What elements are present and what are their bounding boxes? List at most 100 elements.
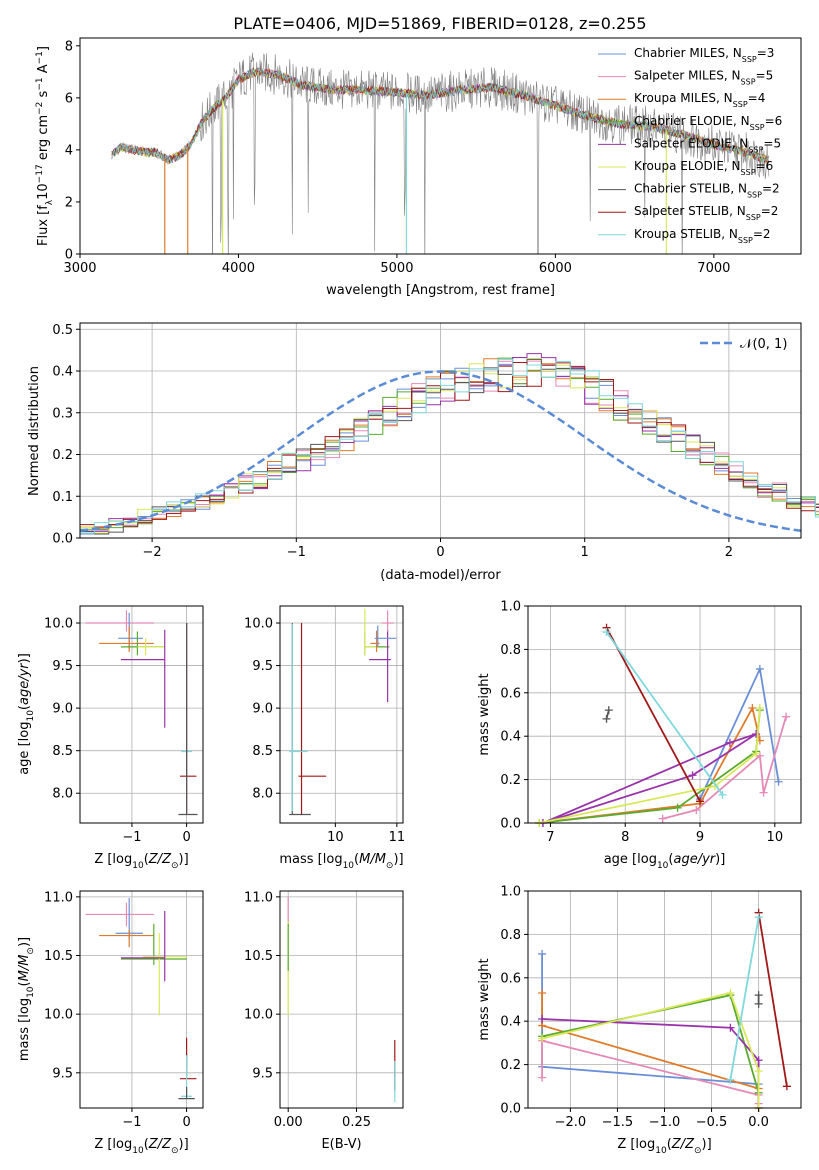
y-tick-label: 9.0: [252, 702, 273, 717]
weight-marker: [538, 949, 547, 958]
y-tick-label: 6: [65, 91, 73, 106]
weight-marker: [602, 628, 611, 637]
axes-frame: [279, 605, 404, 824]
weight-series-chabrier_stelib: [602, 706, 613, 723]
weight-marker: [774, 777, 783, 786]
x-tick-label: −1.5: [602, 1115, 634, 1130]
errorbar-point-salpeter_elodie: [369, 629, 391, 703]
legend-label-chabrier_stelib: Chabrier STELIB, NSSP=2: [634, 182, 780, 200]
figure-title: PLATE=0406, MJD=51869, FIBERID=0128, z=0…: [233, 14, 646, 33]
y-tick-label: 10.0: [44, 1008, 73, 1023]
y-tick-label: 9.5: [252, 659, 273, 674]
weight-marker: [752, 749, 761, 758]
legend-label-salpeter_stelib: Salpeter STELIB, NSSP=2: [634, 204, 778, 222]
weight-marker: [602, 714, 611, 723]
x-tick-label: 3000: [63, 261, 96, 276]
weight-marker: [538, 988, 547, 997]
y-tick-label: 0.5: [52, 323, 73, 338]
x-tick-label: 8: [621, 830, 629, 845]
y-tick-label: 0.4: [52, 365, 73, 380]
x-tick-label: −2: [143, 545, 162, 560]
x-tick-label: 0: [436, 545, 444, 560]
y-tick-label: 8.5: [252, 744, 273, 759]
weight-marker: [755, 703, 764, 712]
normal-curve: [79, 370, 802, 532]
y-tick-label: 4: [65, 143, 73, 158]
x-tick-label: 7000: [697, 261, 730, 276]
spectrum-axes: 3000 4000 5000 6000 7000 0 2 4 6 8 wavelength [Ang…: [35, 37, 802, 298]
errorbar-point-salpeter_miles: [85, 902, 154, 927]
x-tick-label: 0.00: [274, 1115, 303, 1130]
x-tick-label: 11: [389, 830, 406, 845]
weight-series-chabrier_miles: [696, 664, 783, 804]
weight-marker: [754, 1056, 763, 1065]
x-tick-label: 10: [767, 830, 784, 845]
legend-label-kroupa_elodie: Kroupa ELODIE, NSSP=6: [634, 159, 773, 177]
weight-marker: [658, 814, 667, 823]
y-tick-label: 10.0: [44, 617, 73, 632]
y-tick-label: 1.0: [500, 885, 521, 900]
mass_vs_Z-axes: −1 0 9.5 10.0 10.5 11.0 Z [log10(Z/Z⊙)] mass [l…: [17, 890, 204, 1156]
errorbar-point-chabrier_stelib: [178, 1086, 195, 1100]
age_vs_Z-axes: −1 0 8.0 8.5 9.0 9.5 10.0 Z [log10(Z/Z⊙)] age [l…: [17, 605, 204, 871]
weight-marker: [726, 988, 735, 997]
y-tick-label: 10.0: [244, 1008, 273, 1023]
y-tick-label: 0.6: [500, 971, 521, 986]
age_vs_Z-x-label: Z [log10(Z/Z⊙)]: [94, 852, 188, 871]
y-tick-label: 9.0: [52, 702, 73, 717]
x-tick-label: 10: [327, 830, 344, 845]
y-tick-label: 0.6: [500, 686, 521, 701]
y-tick-label: 0.8: [500, 643, 521, 658]
weight-marker: [696, 797, 705, 806]
spectrum-legend: Chabrier MILES, NSSP=3 Salpeter MILES, NS…: [598, 46, 782, 244]
x-tick-label: 0.0: [748, 1115, 769, 1130]
residuals-y-label: Normed distribution: [27, 366, 42, 496]
errorbar-point-kroupa_stelib: [289, 623, 308, 812]
y-tick-label: 9.5: [252, 1066, 273, 1081]
weight-line: [539, 707, 761, 824]
weight-series-salpeter_elodie: [538, 730, 761, 827]
weight-marker: [604, 706, 613, 715]
axes-frame: [79, 37, 802, 255]
mass_vs_ebv-plot: [287, 896, 396, 1103]
weight-marker: [782, 712, 791, 721]
y-tick-label: 0.0: [500, 817, 521, 832]
y-tick-label: 0.2: [500, 1058, 521, 1073]
weight-marker: [673, 803, 682, 812]
weight-marker: [754, 1067, 763, 1076]
weight-line: [539, 710, 761, 824]
y-tick-label: 8.0: [52, 787, 73, 802]
x-tick-label: 0: [182, 1115, 190, 1130]
mass_vs_ebv-x-label: E(B-V): [321, 1137, 361, 1152]
x-tick-label: −1: [122, 1115, 141, 1130]
y-tick-label: 0.2: [500, 773, 521, 788]
legend-label-normal: 𝒩(0, 1): [740, 337, 787, 352]
weight-marker: [752, 730, 761, 739]
axes-frame: [79, 605, 204, 824]
weight-line: [541, 993, 760, 1108]
weight-series-salpeter_miles: [658, 712, 791, 823]
weight-marker: [754, 999, 763, 1008]
x-tick-label: 0: [182, 830, 190, 845]
weight-marker: [718, 790, 727, 799]
weight-series-kroupa_miles: [538, 988, 763, 1112]
weight_vs_Z-y-label: mass weight: [477, 958, 492, 1040]
legend-label-kroupa_stelib: Kroupa STELIB, NSSP=2: [634, 227, 771, 245]
x-tick-label: 6000: [539, 261, 572, 276]
weight-series-kroupa_stelib: [726, 913, 763, 1084]
weight-series-kroupa_miles: [535, 703, 764, 827]
y-tick-label: 1.0: [500, 600, 521, 615]
spectrum-data-line: [111, 52, 770, 254]
weight_vs_age-y-label: mass weight: [477, 673, 492, 755]
errorbar-point-salpeter_elodie: [121, 629, 166, 728]
weight_vs_age-axes: 7 8 9 10 0.0 0.2 0.4 0.6 0.8 1.0 age [log10(age/yr…: [477, 600, 802, 871]
residuals-x-label: (data-model)/error: [380, 568, 501, 583]
weight-line: [605, 627, 701, 802]
mass_vs_Z-x-label: Z [log10(Z/Z⊙)]: [94, 1137, 188, 1156]
x-tick-label: −1.0: [649, 1115, 681, 1130]
x-tick-label: 7: [546, 830, 554, 845]
y-tick-label: 10.5: [244, 949, 273, 964]
spectrum-x-label: wavelength [Angstrom, rest frame]: [326, 283, 555, 298]
y-tick-label: 0.4: [500, 730, 521, 745]
